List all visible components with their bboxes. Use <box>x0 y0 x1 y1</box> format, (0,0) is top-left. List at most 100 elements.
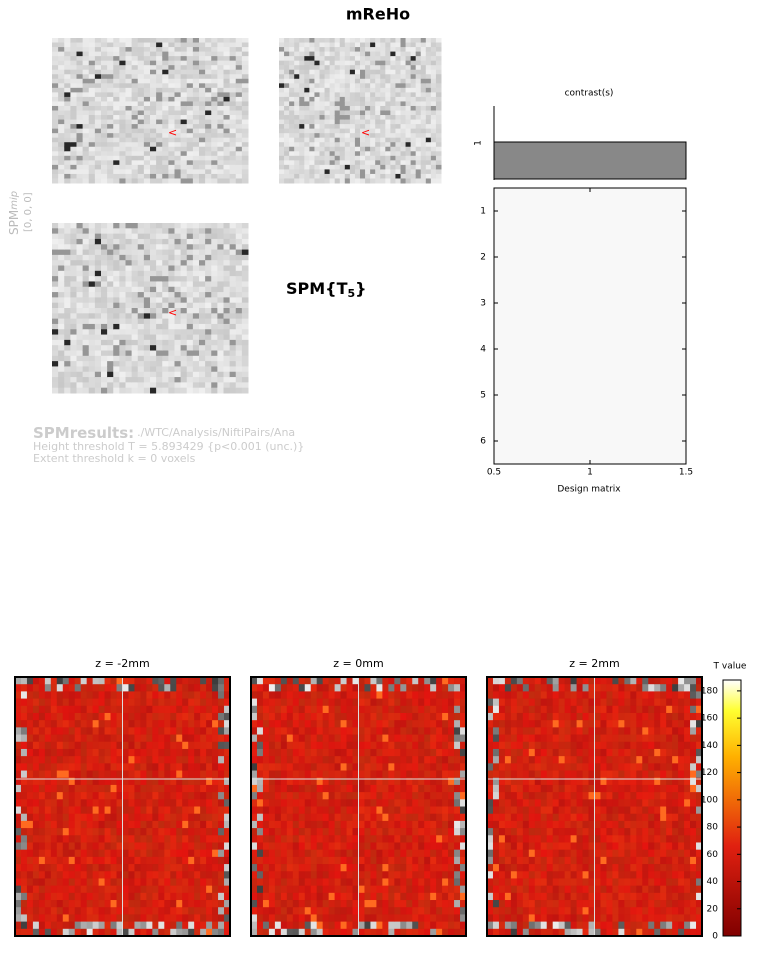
mip-voxel <box>132 276 139 282</box>
mip-voxel <box>236 255 243 261</box>
slice-voxel <box>75 864 81 872</box>
slice-voxel <box>287 871 293 879</box>
mip-voxel <box>89 160 96 165</box>
mip-voxel <box>236 88 243 93</box>
mip-voxel <box>132 255 139 261</box>
mip-voxel <box>345 178 351 183</box>
mip-voxel <box>224 74 231 79</box>
mip-voxel <box>187 43 194 48</box>
slice-voxel <box>323 749 329 757</box>
slice-voxel <box>329 878 335 886</box>
mip-voxel <box>144 239 151 245</box>
mip-voxel <box>132 147 139 152</box>
mip-voxel <box>83 276 90 282</box>
mip-voxel <box>320 129 326 134</box>
mip-voxel <box>230 345 237 351</box>
mip-voxel <box>156 156 163 161</box>
slice-voxel <box>105 677 111 685</box>
mip-voxel <box>113 115 120 120</box>
slice-voxel <box>158 756 164 764</box>
mip-voxel <box>211 74 218 79</box>
mip-voxel <box>340 74 346 79</box>
mip-voxel <box>360 38 366 43</box>
slice-voxel <box>21 814 27 822</box>
slice-voxel <box>152 742 158 750</box>
mip-voxel <box>411 61 417 66</box>
mip-voxel <box>345 151 351 156</box>
slice-voxel <box>117 828 123 836</box>
mip-voxel <box>77 303 84 309</box>
mip-voxel <box>126 239 133 245</box>
slice-voxel <box>146 799 152 807</box>
slice-voxel <box>212 900 218 908</box>
slice-voxel <box>287 864 293 872</box>
slice-voxel <box>164 699 170 707</box>
mip-voxel <box>150 335 157 341</box>
mip-voxel <box>113 281 120 287</box>
mip-voxel <box>168 345 175 351</box>
mip-voxel <box>401 65 407 70</box>
slice-voxel <box>105 720 111 728</box>
slice-voxel <box>123 785 129 793</box>
slice-voxel <box>146 907 152 915</box>
mip-voxel <box>58 308 65 314</box>
mip-voxel <box>101 43 108 48</box>
mip-voxel <box>119 88 126 93</box>
mip-voxel <box>70 356 77 362</box>
slice-voxel <box>182 922 188 930</box>
mip-voxel <box>406 74 412 79</box>
slice-voxel <box>146 835 152 843</box>
slice-voxel <box>105 842 111 850</box>
mip-voxel <box>365 56 371 61</box>
mip-voxel <box>242 297 249 303</box>
mip-voxel <box>52 388 59 394</box>
mip-voxel <box>113 266 120 272</box>
mip-voxel <box>95 56 102 61</box>
mip-voxel <box>355 56 361 61</box>
mip-voxel <box>89 83 96 88</box>
slice-voxel <box>152 713 158 721</box>
mip-voxel <box>156 287 163 293</box>
mip-voxel <box>126 160 133 165</box>
mip-voxel <box>107 345 114 351</box>
mip-voxel <box>119 382 126 388</box>
mip-voxel <box>279 101 285 106</box>
mip-voxel <box>138 133 145 138</box>
mip-voxel <box>416 133 422 138</box>
mip-voxel <box>156 174 163 179</box>
mip-voxel <box>335 174 341 179</box>
mip-voxel <box>406 61 412 66</box>
mip-voxel <box>365 70 371 75</box>
slice-voxel <box>158 828 164 836</box>
mip-voxel <box>355 178 361 183</box>
mip-voxel <box>89 92 96 97</box>
mip-voxel <box>52 138 59 143</box>
mip-voxel <box>375 151 381 156</box>
mip-voxel <box>385 147 391 152</box>
slice-voxel <box>170 900 176 908</box>
mip-voxel <box>380 70 386 75</box>
mip-voxel <box>70 129 77 134</box>
slice-voxel <box>45 857 51 865</box>
mip-voxel <box>175 115 182 120</box>
mip-voxel <box>279 74 285 79</box>
mip-voxel <box>83 297 90 303</box>
mip-voxel <box>325 147 331 152</box>
mip-voxel <box>309 61 315 66</box>
slice-voxel <box>117 878 123 886</box>
mip-voxel <box>107 382 114 388</box>
slice-voxel <box>39 713 45 721</box>
slice-voxel <box>263 756 269 764</box>
mip-voxel <box>162 178 169 183</box>
mip-voxel <box>230 115 237 120</box>
slice-voxel <box>93 835 99 843</box>
mip-voxel <box>101 377 108 383</box>
mip-voxel <box>162 319 169 325</box>
slice-voxel <box>281 907 287 915</box>
slice-voxel <box>45 749 51 757</box>
mip-voxel <box>162 61 169 66</box>
slice-voxel <box>57 763 63 771</box>
mip-voxel <box>426 83 432 88</box>
mip-voxel <box>83 239 90 245</box>
mip-voxel <box>224 65 231 70</box>
